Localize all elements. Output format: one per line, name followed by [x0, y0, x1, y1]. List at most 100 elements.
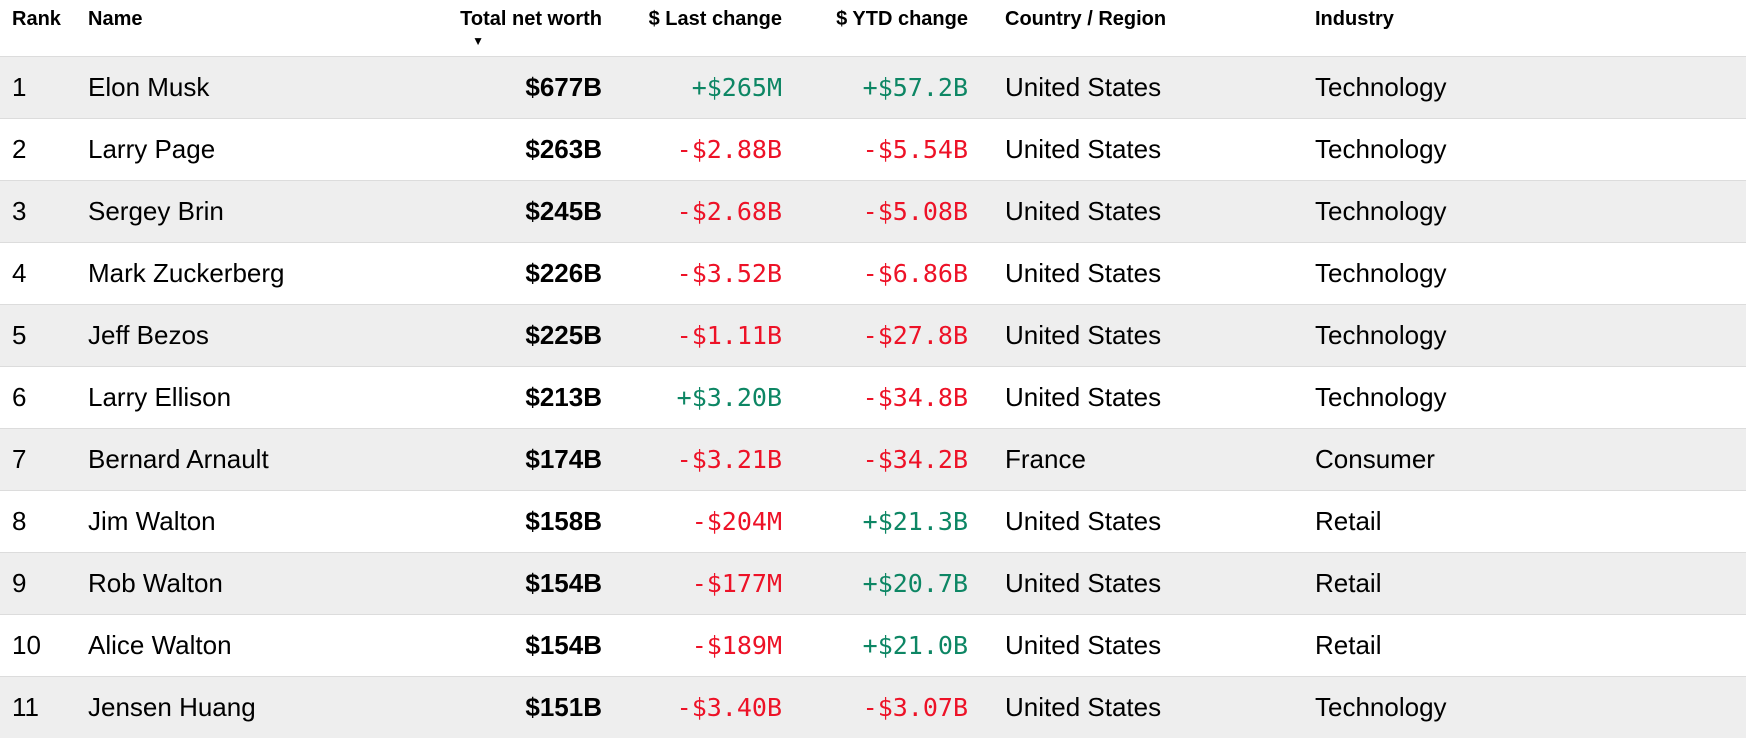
last-change-cell: -$3.21B — [676, 445, 782, 474]
ytd-change-cell: +$57.2B — [862, 73, 968, 102]
country-cell: United States — [1005, 630, 1162, 660]
ytd-change-cell: +$20.7B — [862, 569, 968, 598]
last-change-cell: -$3.52B — [676, 259, 782, 288]
table-row[interactable]: 7 Bernard Arnault $174B -$3.21B -$34.2B … — [0, 428, 1746, 490]
country-cell: United States — [1005, 506, 1162, 536]
net-worth-cell: $158B — [525, 506, 602, 536]
name-cell: Sergey Brin — [88, 196, 224, 226]
header-ytd-change[interactable]: $ YTD change — [836, 8, 968, 30]
ytd-change-cell: -$6.86B — [862, 259, 968, 288]
industry-cell: Technology — [1315, 196, 1447, 226]
country-cell: United States — [1005, 320, 1162, 350]
industry-cell: Consumer — [1315, 444, 1435, 474]
net-worth-cell: $677B — [525, 72, 602, 102]
header-country-region[interactable]: Country / Region — [1005, 8, 1167, 30]
net-worth-cell: $154B — [525, 630, 602, 660]
industry-cell: Retail — [1315, 568, 1382, 598]
net-worth-cell: $174B — [525, 444, 602, 474]
ytd-change-cell: -$5.08B — [862, 197, 968, 226]
net-worth-cell: $154B — [525, 568, 602, 598]
rank-cell: 11 — [12, 692, 39, 722]
ytd-change-cell: +$21.3B — [862, 507, 968, 536]
country-cell: United States — [1005, 692, 1162, 722]
table-row[interactable]: 5 Jeff Bezos $225B -$1.11B -$27.8B Unite… — [0, 304, 1746, 366]
country-cell: United States — [1005, 258, 1162, 288]
name-cell: Rob Walton — [88, 568, 223, 598]
table-row[interactable]: 11 Jensen Huang $151B -$3.40B -$3.07B Un… — [0, 676, 1746, 738]
header-industry[interactable]: Industry — [1315, 8, 1394, 30]
name-cell: Jim Walton — [88, 506, 216, 536]
country-cell: United States — [1005, 382, 1162, 412]
name-cell: Larry Page — [88, 134, 216, 164]
industry-cell: Technology — [1315, 692, 1447, 722]
industry-cell: Technology — [1315, 72, 1447, 102]
industry-cell: Retail — [1315, 506, 1382, 536]
name-cell: Jensen Huang — [88, 692, 256, 722]
last-change-cell: -$204M — [691, 507, 782, 536]
table-row[interactable]: 2 Larry Page $263B -$2.88B -$5.54B Unite… — [0, 118, 1746, 180]
rank-cell: 1 — [12, 72, 27, 102]
country-cell: United States — [1005, 72, 1162, 102]
country-cell: France — [1005, 444, 1086, 474]
rank-cell: 5 — [12, 320, 27, 350]
header-total-net-worth-label: Total net worth — [460, 8, 602, 30]
net-worth-cell: $226B — [525, 258, 602, 288]
table-row[interactable]: 4 Mark Zuckerberg $226B -$3.52B -$6.86B … — [0, 242, 1746, 304]
last-change-cell: -$189M — [691, 631, 782, 660]
name-cell: Jeff Bezos — [88, 320, 209, 350]
industry-cell: Retail — [1315, 630, 1382, 660]
country-cell: United States — [1005, 568, 1162, 598]
sort-descending-icon: ▼ — [472, 34, 484, 48]
country-cell: United States — [1005, 196, 1162, 226]
name-cell: Alice Walton — [88, 630, 232, 660]
last-change-cell: +$265M — [691, 73, 782, 102]
table-row[interactable]: 8 Jim Walton $158B -$204M +$21.3B United… — [0, 490, 1746, 552]
net-worth-cell: $225B — [525, 320, 602, 350]
name-cell: Elon Musk — [88, 72, 210, 102]
last-change-cell: -$2.88B — [676, 135, 782, 164]
header-total-net-worth[interactable]: Total net worth ▼ — [408, 7, 602, 47]
net-worth-cell: $151B — [525, 692, 602, 722]
table-row[interactable]: 1 Elon Musk $677B +$265M +$57.2B United … — [0, 56, 1746, 118]
industry-cell: Technology — [1315, 320, 1447, 350]
table-row[interactable]: 6 Larry Ellison $213B +$3.20B -$34.8B Un… — [0, 366, 1746, 428]
rank-cell: 6 — [12, 382, 27, 412]
table-row[interactable]: 9 Rob Walton $154B -$177M +$20.7B United… — [0, 552, 1746, 614]
last-change-cell: +$3.20B — [676, 383, 782, 412]
industry-cell: Technology — [1315, 258, 1447, 288]
ytd-change-cell: -$27.8B — [862, 321, 968, 350]
name-cell: Larry Ellison — [88, 382, 232, 412]
header-last-change[interactable]: $ Last change — [648, 8, 782, 30]
name-cell: Mark Zuckerberg — [88, 258, 285, 288]
table-body: 1 Elon Musk $677B +$265M +$57.2B United … — [0, 56, 1746, 738]
net-worth-cell: $213B — [525, 382, 602, 412]
last-change-cell: -$2.68B — [676, 197, 782, 226]
ytd-change-cell: -$34.2B — [862, 445, 968, 474]
rank-cell: 7 — [12, 444, 27, 474]
ytd-change-cell: -$3.07B — [862, 693, 968, 722]
header-rank[interactable]: Rank — [12, 8, 61, 30]
rank-cell: 3 — [12, 196, 27, 226]
rank-cell: 4 — [12, 258, 27, 288]
industry-cell: Technology — [1315, 134, 1447, 164]
net-worth-cell: $245B — [525, 196, 602, 226]
last-change-cell: -$3.40B — [676, 693, 782, 722]
rank-cell: 10 — [12, 630, 41, 660]
name-cell: Bernard Arnault — [88, 444, 269, 474]
table-header-row: Rank Name Total net worth ▼ $ Last chang… — [0, 0, 1746, 56]
rank-cell: 8 — [12, 506, 27, 536]
ytd-change-cell: -$34.8B — [862, 383, 968, 412]
industry-cell: Technology — [1315, 382, 1447, 412]
table-row[interactable]: 10 Alice Walton $154B -$189M +$21.0B Uni… — [0, 614, 1746, 676]
ytd-change-cell: +$21.0B — [862, 631, 968, 660]
rank-cell: 9 — [12, 568, 27, 598]
rank-cell: 2 — [12, 134, 27, 164]
net-worth-cell: $263B — [525, 134, 602, 164]
country-cell: United States — [1005, 134, 1162, 164]
last-change-cell: -$1.11B — [676, 321, 782, 350]
header-name[interactable]: Name — [88, 8, 143, 30]
last-change-cell: -$177M — [691, 569, 782, 598]
ytd-change-cell: -$5.54B — [862, 135, 968, 164]
table-row[interactable]: 3 Sergey Brin $245B -$2.68B -$5.08B Unit… — [0, 180, 1746, 242]
